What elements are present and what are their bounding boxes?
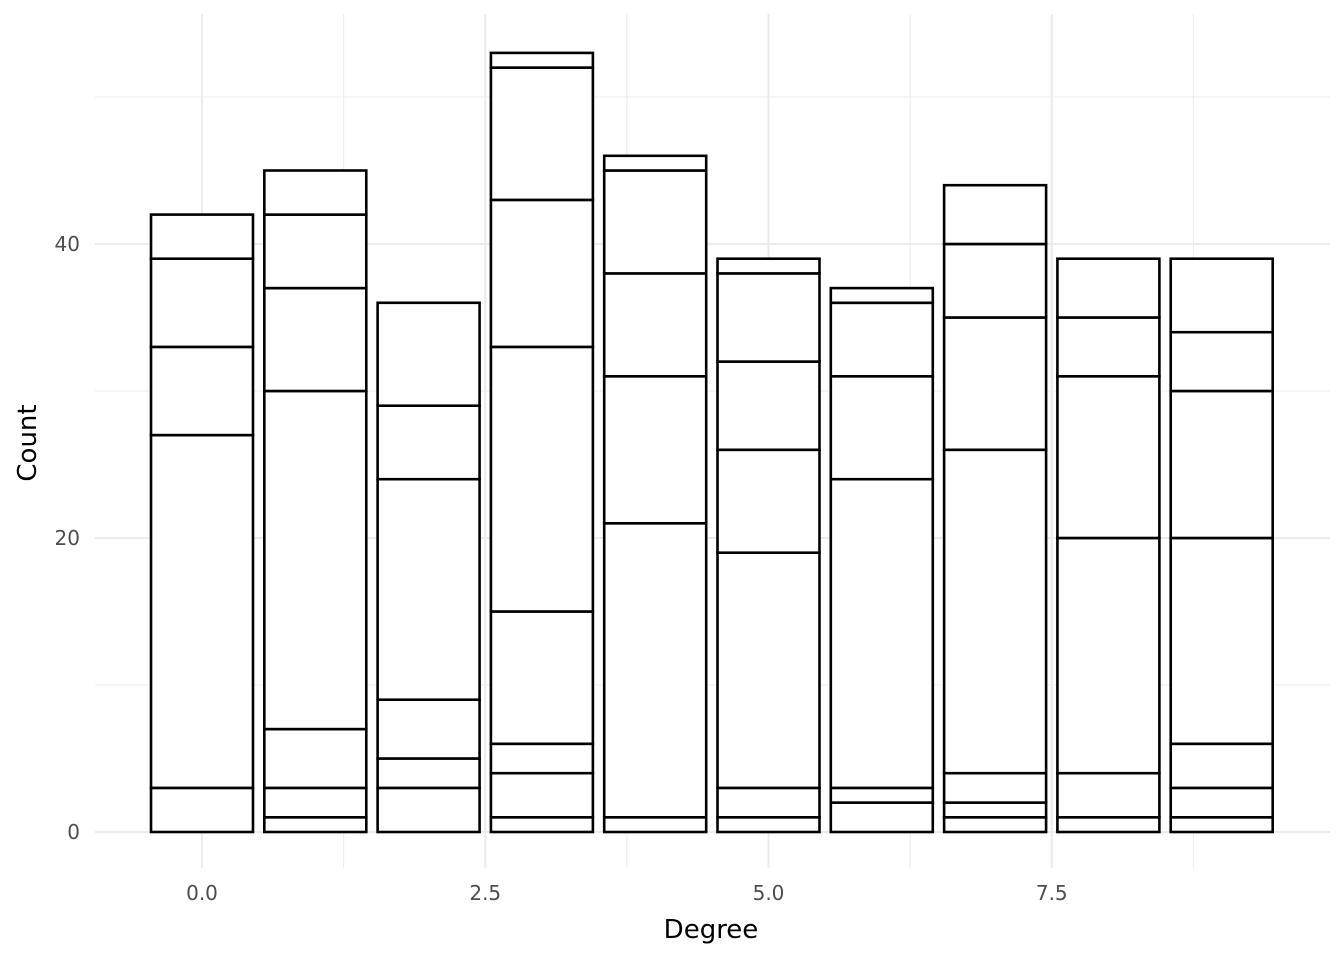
bar-segment	[716, 360, 821, 452]
bar-stack	[489, 51, 595, 834]
bar-stack	[829, 286, 935, 834]
bar-segment	[149, 433, 255, 790]
bar-segment	[376, 786, 481, 834]
x-axis-ticks: 0.0 2.5 5.0 7.5	[186, 881, 1068, 905]
bar-segment	[942, 242, 1048, 319]
bar-segment	[716, 815, 821, 834]
bars	[149, 51, 1274, 834]
bar-segment	[716, 257, 821, 275]
bar-stack	[942, 183, 1048, 834]
bar-segment	[716, 551, 821, 790]
bar-segment	[1056, 316, 1161, 378]
bar-segment	[263, 169, 368, 216]
bar-segment	[149, 257, 255, 349]
x-tick-label: 2.5	[469, 881, 501, 905]
bar-segment	[942, 815, 1048, 834]
y-tick-label: 40	[55, 232, 80, 256]
bar-segment	[602, 374, 708, 525]
x-tick-label: 0.0	[186, 881, 218, 905]
bar-stack	[716, 257, 821, 834]
y-axis-title: Count	[13, 404, 43, 481]
bar-segment	[716, 272, 821, 363]
bar-segment	[602, 169, 708, 275]
bar-stack	[376, 301, 481, 834]
bar-segment	[489, 742, 595, 775]
bar-segment	[263, 213, 368, 290]
bar-segment	[942, 183, 1048, 246]
bar-segment	[489, 51, 595, 69]
x-axis-title: Degree	[664, 915, 759, 945]
bar-segment	[489, 345, 595, 613]
bar-segment	[1056, 815, 1161, 834]
bar-segment	[1169, 786, 1274, 819]
bar-segment	[1056, 257, 1161, 319]
bar-segment	[489, 815, 595, 834]
bar-stack	[602, 154, 708, 834]
bar-segment	[602, 815, 708, 834]
bar-segment	[942, 316, 1048, 452]
bar-segment	[1056, 374, 1161, 540]
bar-segment	[1169, 389, 1274, 540]
bar-segment	[942, 771, 1048, 804]
bar-segment	[829, 801, 935, 834]
bar-segment	[1169, 330, 1274, 393]
bar-segment	[376, 698, 481, 760]
bar-segment	[263, 815, 368, 834]
bar-stack	[149, 213, 255, 834]
y-tick-label: 0	[67, 820, 80, 844]
bar-segment	[489, 610, 595, 746]
bar-segment	[489, 198, 595, 349]
bar-segment	[602, 521, 708, 819]
bar-segment	[489, 771, 595, 819]
bar-segment	[263, 727, 368, 790]
bar-segment	[1169, 742, 1274, 790]
bar-segment	[1056, 536, 1161, 775]
bar-segment	[149, 213, 255, 261]
bar-segment	[376, 301, 481, 407]
bar-segment	[829, 786, 935, 804]
x-tick-label: 5.0	[753, 881, 785, 905]
bar-segment	[1056, 771, 1161, 819]
bar-segment	[263, 286, 368, 393]
bar-segment	[1169, 815, 1274, 834]
bar-segment	[376, 477, 481, 702]
bar-segment	[376, 757, 481, 790]
y-axis-ticks: 0 20 40	[55, 232, 80, 844]
bar-segment	[376, 404, 481, 481]
bar-stack	[1169, 257, 1274, 834]
bar-segment	[716, 448, 821, 554]
bar-segment	[942, 801, 1048, 819]
bar-segment	[489, 66, 595, 202]
bar-segment	[716, 786, 821, 819]
bar-stack	[263, 169, 368, 834]
bar-segment	[942, 448, 1048, 775]
bar-stack	[1056, 257, 1161, 834]
bar-segment	[829, 477, 935, 790]
bar-segment	[263, 786, 368, 819]
bar-segment	[1169, 257, 1274, 334]
bar-segment	[149, 786, 255, 834]
bar-segment	[829, 286, 935, 305]
bar-segment	[602, 272, 708, 378]
bar-segment	[149, 345, 255, 437]
bar-segment	[1169, 536, 1274, 746]
bar-segment	[829, 301, 935, 378]
x-tick-label: 7.5	[1036, 881, 1068, 905]
bar-segment	[829, 374, 935, 481]
y-tick-label: 20	[55, 526, 80, 550]
bar-segment	[602, 154, 708, 172]
bar-segment	[263, 389, 368, 731]
